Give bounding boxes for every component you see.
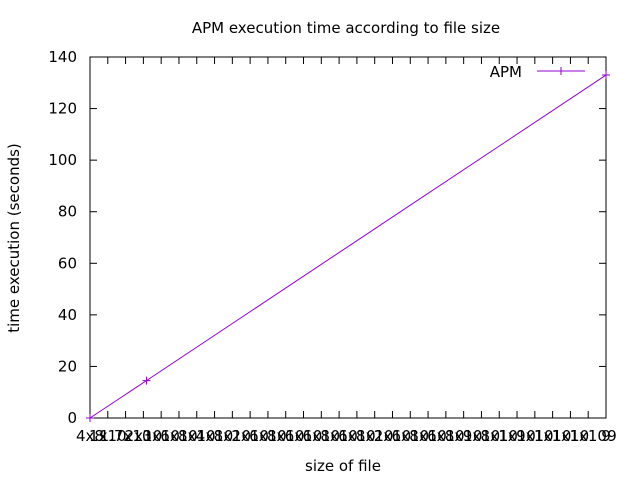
x-tick-label: 9x10: [463, 427, 501, 445]
x-tick-label: 8x10: [178, 427, 216, 445]
legend-label-apm: APM: [490, 63, 522, 81]
x-tick-label: 6x10: [338, 427, 376, 445]
x-tick-label: 3x10: [142, 427, 180, 445]
x-tick-label: 6x10: [427, 427, 465, 445]
y-tick-label: 100: [48, 151, 77, 169]
x-tick-label: 8x10: [320, 427, 358, 445]
x-tick-label: 6x10: [392, 427, 430, 445]
y-tick-label: 120: [48, 100, 77, 118]
chart-title: APM execution time according to file siz…: [192, 19, 500, 37]
x-tick-label: 9x10: [516, 427, 554, 445]
x-tick-label: 4x10: [196, 427, 234, 445]
series-layer: [86, 71, 610, 422]
x-tick-label: 1x10: [552, 427, 590, 445]
x-tick-label: 9: [601, 427, 611, 445]
x-tick-label: 8x10: [445, 427, 483, 445]
x-tick-label: 1x10: [89, 427, 127, 445]
x-tick-label: 1x10: [498, 427, 536, 445]
x-tick-label: 6x10: [249, 427, 287, 445]
legend: APM: [490, 63, 585, 81]
x-tick-label: 6x10: [303, 427, 341, 445]
x-tick-label: 8x10: [409, 427, 447, 445]
series-line-apm: [89, 74, 607, 419]
x-tick-label: 8x10: [356, 427, 394, 445]
data-point: [86, 414, 94, 422]
x-tick-label: 1x10: [569, 427, 607, 445]
data-point: [142, 376, 151, 385]
x-tick-label: 2x10: [231, 427, 269, 445]
x-tick-label: 2x10: [125, 427, 163, 445]
x-axis-ticks: 4x81x101.7x102x103x106x108x104x108x102x1…: [76, 57, 617, 445]
plot-frame: [89, 56, 607, 419]
data-point: [602, 71, 610, 80]
x-tick-label: 9: [607, 427, 617, 445]
x-tick-label: 8x10: [480, 427, 518, 445]
x-tick-label: 6x10: [285, 427, 323, 445]
y-tick-label: 40: [58, 306, 77, 324]
x-tick-label: 1x10: [534, 427, 572, 445]
x-tick-label: 8x10: [267, 427, 305, 445]
y-tick-label: 60: [58, 254, 77, 272]
y-axis-ticks: 0 20 40 60 80 100 120 140: [48, 48, 606, 427]
y-tick-label: 20: [58, 357, 77, 375]
x-tick-label: 2x10: [374, 427, 412, 445]
y-tick-label: 140: [48, 48, 77, 66]
legend-marker-apm: [557, 67, 565, 75]
x-axis-label: size of file: [305, 457, 381, 475]
x-tick-label: 6x10: [160, 427, 198, 445]
y-tick-label: 80: [58, 203, 77, 221]
x-tick-label: 4x8: [76, 427, 104, 445]
y-axis-label: time execution (seconds): [5, 143, 23, 333]
x-tick-label: 1.7x10: [100, 427, 152, 445]
y-tick-label: 0: [67, 409, 77, 427]
x-tick-label: 8x10: [214, 427, 252, 445]
